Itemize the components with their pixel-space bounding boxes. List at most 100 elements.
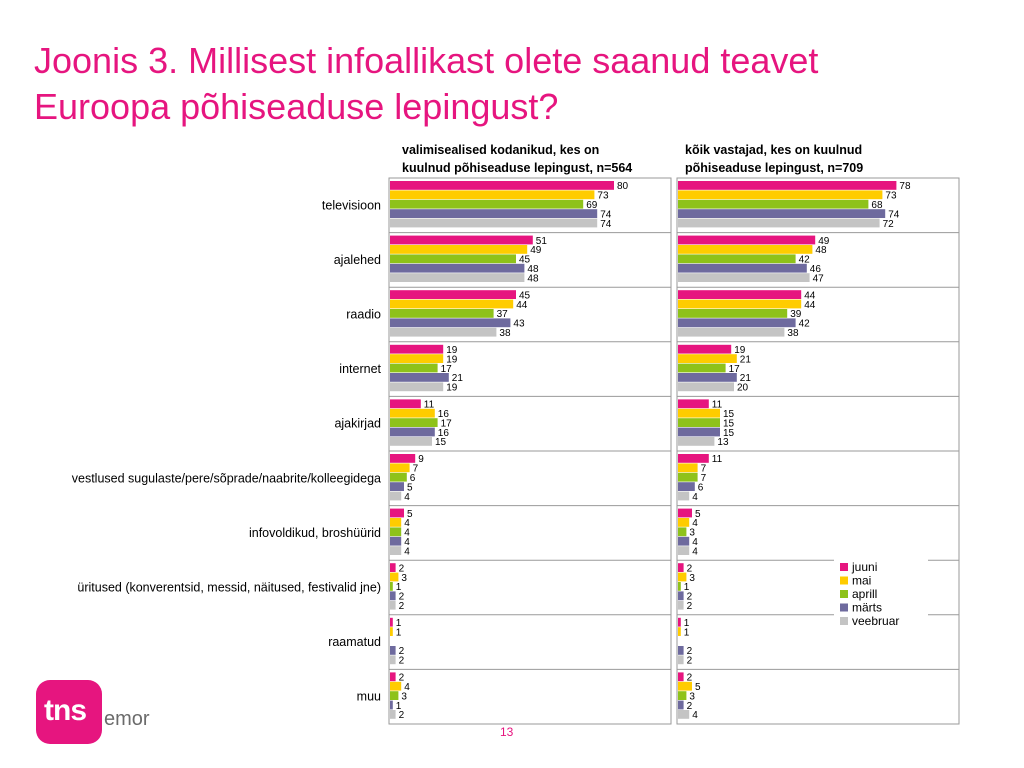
data-label: 68 [871, 200, 883, 211]
data-label: 39 [790, 309, 802, 320]
bar [678, 190, 883, 200]
legend-swatch [840, 617, 848, 625]
data-label: 45 [519, 255, 531, 266]
bar [390, 472, 407, 482]
tns-logo [36, 680, 102, 744]
data-label: 72 [883, 219, 895, 230]
category-label: vestlused sugulaste/pere/sõprade/naabrit… [72, 471, 381, 485]
bar [390, 218, 598, 228]
data-label: 5 [695, 682, 701, 693]
bar [390, 354, 444, 363]
bar [678, 363, 726, 373]
bar [678, 591, 684, 601]
bar [678, 700, 684, 710]
bar [390, 672, 396, 682]
bar [390, 363, 438, 373]
legend-swatch [840, 603, 848, 612]
bar [390, 290, 516, 299]
data-label: 16 [438, 409, 450, 420]
bar [678, 655, 684, 665]
data-label: 15 [435, 437, 447, 448]
bar [678, 672, 684, 682]
bar [678, 245, 813, 254]
data-label: 19 [446, 345, 458, 356]
bar [390, 299, 514, 309]
bar [678, 382, 734, 392]
data-label: 7 [413, 464, 419, 475]
data-label: 2 [399, 646, 405, 657]
data-label: 2 [687, 601, 693, 612]
data-label: 48 [815, 245, 827, 256]
data-label: 3 [689, 691, 695, 702]
bar [678, 710, 690, 719]
data-label: 4 [692, 537, 698, 548]
bar [390, 591, 396, 601]
data-label: 78 [899, 181, 911, 192]
bar [390, 309, 494, 318]
bar [678, 681, 692, 691]
bar [678, 491, 690, 501]
data-label: 4 [404, 546, 410, 557]
data-label: 74 [600, 219, 612, 230]
legend-label: juuni [851, 560, 877, 574]
bar [390, 582, 393, 591]
data-label: 3 [689, 528, 695, 539]
bar [678, 472, 698, 482]
data-label: 42 [799, 319, 811, 330]
data-label: 2 [687, 656, 693, 667]
bar [678, 691, 687, 700]
data-label: 2 [399, 601, 405, 612]
bar [678, 600, 684, 610]
bar [390, 427, 435, 437]
data-label: 37 [497, 309, 509, 320]
bar [390, 399, 421, 409]
data-label: 2 [399, 592, 405, 603]
data-label: 73 [597, 191, 609, 202]
data-label: 5 [695, 509, 701, 520]
data-label: 4 [692, 546, 698, 557]
bar [390, 527, 402, 537]
title-line-2: Euroopa põhiseaduse lepingust? [34, 86, 559, 127]
data-label: 15 [723, 409, 735, 420]
data-label: 2 [687, 563, 693, 574]
data-label: 4 [404, 518, 410, 529]
bar [678, 408, 720, 418]
data-label: 2 [399, 563, 405, 574]
bar [390, 681, 402, 691]
bar [390, 199, 584, 209]
data-label: 2 [687, 673, 693, 684]
data-label: 2 [687, 701, 693, 712]
bar [390, 437, 432, 446]
bar [678, 327, 785, 337]
bar [678, 290, 802, 299]
bar [678, 263, 807, 273]
bar [678, 627, 681, 636]
data-label: 73 [885, 191, 897, 202]
bar [678, 463, 698, 473]
data-label: 5 [407, 509, 413, 520]
emor-logo-text: emor [104, 708, 150, 730]
data-label: 51 [536, 236, 548, 247]
bar [390, 190, 595, 200]
bar [390, 600, 396, 610]
category-label: raamatud [328, 635, 381, 649]
bar [390, 536, 402, 546]
bar [678, 527, 687, 537]
slide-title: Joonis 3. Millisest infoallikast olete s… [34, 38, 994, 130]
data-label: 9 [418, 454, 424, 465]
data-label: 49 [530, 245, 542, 256]
data-label: 2 [399, 710, 405, 721]
right-panel-title-line-2: põhiseaduse lepingust, n=709 [685, 161, 864, 175]
bar [390, 235, 533, 245]
bar [678, 199, 869, 209]
bar [678, 209, 886, 218]
category-label: üritused (konverentsid, messid, näitused… [77, 581, 381, 595]
data-label: 4 [404, 492, 410, 503]
bar [678, 418, 720, 427]
data-label: 38 [499, 328, 511, 339]
data-label: 7 [701, 473, 707, 484]
category-label: ajakirjad [334, 417, 381, 431]
bar [390, 508, 404, 518]
data-label: 45 [519, 290, 531, 301]
data-label: 2 [399, 673, 405, 684]
